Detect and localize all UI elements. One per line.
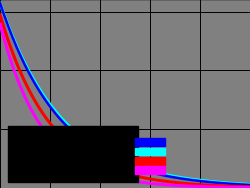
Bar <box>8 126 138 182</box>
Bar <box>135 166 165 174</box>
Bar <box>135 138 165 146</box>
Bar <box>135 148 165 155</box>
Bar <box>135 157 165 164</box>
